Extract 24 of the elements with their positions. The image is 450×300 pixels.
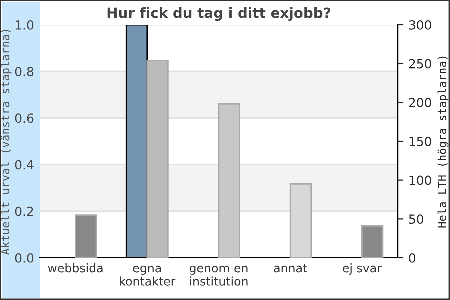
y2-tick-label: 300 — [409, 20, 432, 30]
y2-tick-label: 250 — [409, 59, 432, 69]
x-tick-label: genom en institution — [190, 266, 248, 286]
y2-tick-label: 100 — [410, 176, 432, 186]
y-tick-label: 0.2 — [15, 206, 34, 216]
x-tick-label: webbsida — [48, 264, 103, 273]
y-tick-label: 0.6 — [15, 114, 34, 124]
x-tick-label: ej svar — [343, 264, 382, 275]
y2-tick-label: 150 — [410, 136, 432, 146]
x-tick-label: annat — [274, 264, 308, 273]
bar — [218, 104, 240, 258]
bar — [75, 214, 98, 258]
y-tick-label: 0.0 — [15, 253, 34, 263]
y-tick-label: 0.4 — [15, 160, 34, 170]
y2-tick-label: 50 — [409, 214, 424, 224]
y-tick-label: 0.8 — [15, 67, 34, 77]
y2-axis-title: Hela LTH (högra staplarna) — [438, 56, 449, 228]
y2-tick-label: 0 — [409, 253, 416, 263]
y2-tick-label: 200 — [409, 98, 432, 108]
chart-title: Hur fick du tag i ditt exjobb? — [108, 8, 330, 22]
x-tick-label: egna kontakter — [120, 266, 176, 286]
bar — [362, 225, 384, 258]
y-tick-label: 1.0 — [16, 20, 34, 30]
y-axis-title: Aktuellt urval (vänstra staplarna) — [0, 30, 12, 256]
